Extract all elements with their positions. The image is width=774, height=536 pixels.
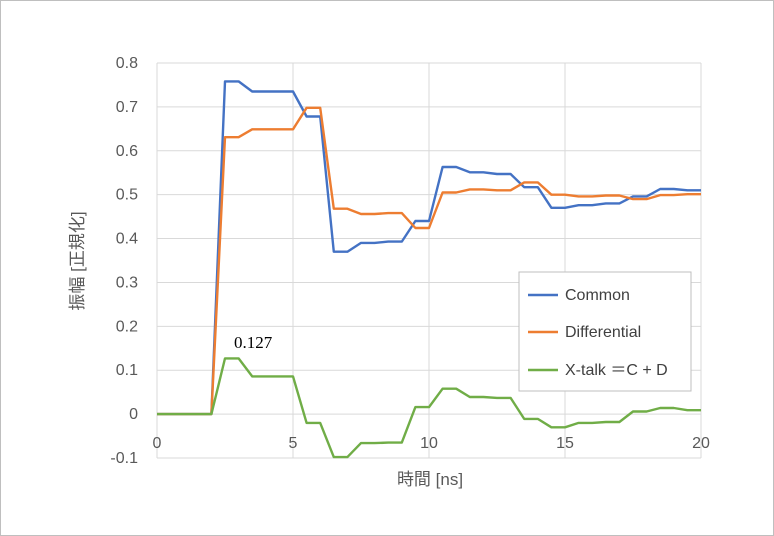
legend-label-common: Common (565, 287, 630, 304)
x-tick-label: 5 (289, 435, 298, 452)
y-tick-label: 0.6 (116, 143, 138, 160)
series-line-differential (157, 106, 701, 416)
x-tick-label: 15 (556, 435, 574, 452)
y-tick-label: 0.5 (116, 187, 138, 204)
y-tick-label: 0 (129, 406, 138, 423)
y-tick-label: 0.2 (116, 318, 138, 335)
legend-label-differential: Differential (565, 324, 641, 341)
x-axis-title: 時間 [ns] (397, 470, 463, 489)
peak-annotation: 0.127 (234, 333, 273, 352)
y-tick-labels: -0.1 0 0.1 0.2 0.3 0.4 0.5 0.6 0.7 0.8 (110, 55, 138, 467)
series-line-xtalk (157, 357, 701, 459)
x-tick-label: 0 (153, 435, 162, 452)
series-lines (157, 80, 701, 459)
y-tick-label: 0.8 (116, 55, 138, 72)
y-tick-label: 0.7 (116, 99, 138, 116)
gridlines (156, 62, 702, 459)
y-axis-title: 振幅 [正規化] (68, 211, 87, 310)
y-tick-label: -0.1 (110, 450, 138, 467)
x-tick-label: 10 (420, 435, 438, 452)
y-tick-label: 0.3 (116, 274, 138, 291)
x-tick-label: 20 (692, 435, 710, 452)
legend-label-xtalk: X-talk ＝C + D (565, 362, 668, 379)
x-tick-labels: 0 5 10 15 20 (153, 435, 710, 452)
series-line-common (157, 80, 701, 416)
legend: Common Differential X-talk ＝C + D (518, 271, 692, 392)
y-tick-label: 0.4 (116, 231, 138, 248)
y-tick-label: 0.1 (116, 362, 138, 379)
